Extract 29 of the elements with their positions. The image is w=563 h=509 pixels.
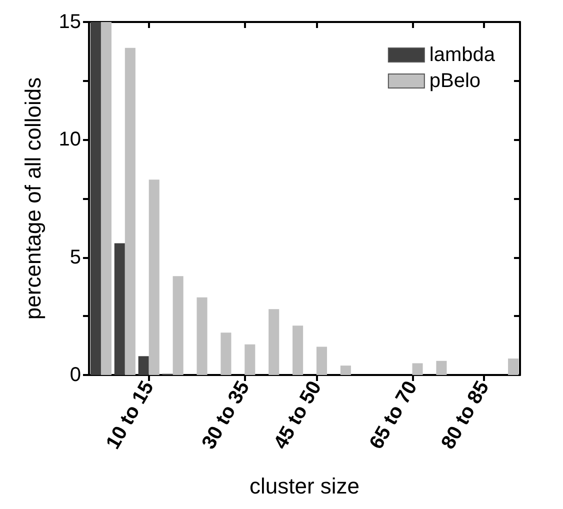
x-tick-label: 65 to 70	[366, 378, 422, 453]
bar	[316, 346, 328, 375]
x-tick-label: 10 to 15	[102, 378, 158, 453]
legend-label: pBelo	[429, 70, 481, 92]
bar	[340, 366, 351, 375]
y-axis-title: percentage of all colloids	[20, 77, 46, 320]
bar	[268, 309, 280, 375]
bar	[172, 276, 184, 375]
x-tick-label: 30 to 35	[198, 378, 254, 453]
bar	[138, 356, 149, 375]
bar	[244, 344, 256, 375]
bar	[220, 332, 232, 375]
legend-label: lambda	[429, 44, 496, 66]
bar	[148, 180, 160, 375]
x-tick-label: 80 to 85	[437, 378, 494, 453]
bar	[196, 297, 208, 375]
bar	[124, 48, 136, 375]
bar	[412, 363, 423, 375]
y-tick-label: 10	[58, 128, 81, 151]
y-tick-label: 0	[70, 364, 81, 386]
bar	[436, 360, 447, 375]
y-tick-label: 15	[58, 11, 81, 33]
bar	[508, 358, 519, 375]
x-axis-title: cluster size	[249, 474, 360, 498]
bar	[292, 326, 304, 375]
bar	[100, 22, 112, 375]
x-tick-label: 45 to 50	[270, 378, 326, 453]
y-tick-label: 5	[70, 246, 81, 268]
bar	[114, 243, 125, 375]
